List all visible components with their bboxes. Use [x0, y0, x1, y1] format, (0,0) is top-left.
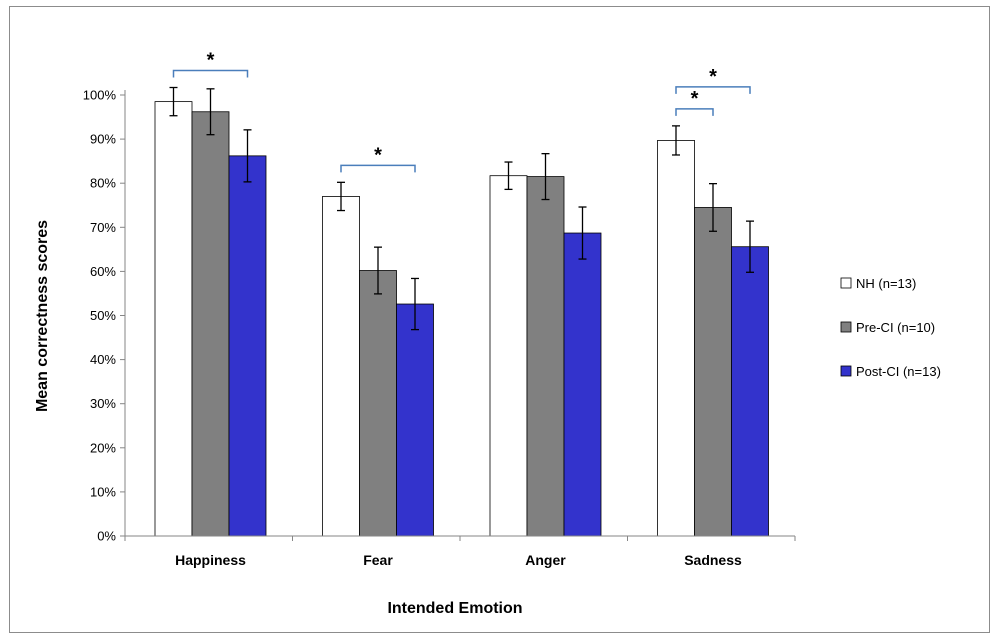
y-tick-label: 20% — [90, 440, 116, 455]
legend-swatch — [840, 277, 852, 289]
x-tick-label: Happiness — [175, 552, 246, 568]
significance-star: * — [709, 66, 717, 88]
legend-swatch — [840, 365, 852, 377]
y-axis-title: Mean correctness scores — [34, 220, 51, 412]
bar-anger-s1 — [526, 176, 565, 537]
x-tick-label: Fear — [363, 552, 393, 568]
significance-star: * — [207, 50, 215, 72]
plot-area: 0% 10% 20% 30% 40% 50% 60% 70% 80% 90% 100% Happine… — [83, 50, 796, 568]
significance-star: * — [374, 144, 382, 166]
significance-bracket — [172, 69, 249, 78]
bar-anger-s0 — [489, 175, 528, 537]
legend-label: Post-CI (n=13) — [856, 364, 941, 379]
y-tick-label: 30% — [90, 396, 116, 411]
significance-bracket — [340, 164, 416, 173]
x-tick-label: Sadness — [684, 552, 742, 568]
y-tick-label: 70% — [90, 220, 116, 235]
significance-star: * — [691, 88, 699, 110]
y-tick-label: 40% — [90, 352, 116, 367]
y-tick-label: 90% — [90, 132, 116, 147]
x-tick-label: Anger — [525, 552, 566, 568]
bar-fear-s1 — [359, 270, 397, 537]
bar-sadness-s0 — [657, 140, 695, 537]
y-tick-label: 10% — [90, 484, 116, 499]
x-axis-title: Intended Emotion — [387, 600, 522, 617]
bar-happiness-s1 — [191, 111, 230, 537]
bar-happiness-s2 — [228, 155, 267, 537]
bar-sadness-s2 — [731, 246, 769, 537]
legend: NH (n=13) Pre-CI (n=10) Post-CI (n=13) — [840, 276, 941, 379]
bar-anger-s2 — [563, 232, 602, 537]
y-tick-label: 0% — [97, 529, 116, 544]
legend-label: Pre-CI (n=10) — [856, 320, 935, 335]
bar-fear-s2 — [396, 303, 434, 537]
bar-sadness-s1 — [694, 207, 732, 537]
y-tick-label: 80% — [90, 176, 116, 191]
legend-label: NH (n=13) — [856, 276, 916, 291]
legend-swatch — [840, 321, 852, 333]
significance-bracket — [675, 108, 714, 116]
y-tick-label: 100% — [83, 88, 117, 103]
y-tick-label: 50% — [90, 308, 116, 323]
bar-happiness-s0 — [154, 101, 193, 537]
y-tick-label: 60% — [90, 264, 116, 279]
significance-bracket — [675, 86, 751, 94]
bar-fear-s0 — [322, 196, 360, 537]
